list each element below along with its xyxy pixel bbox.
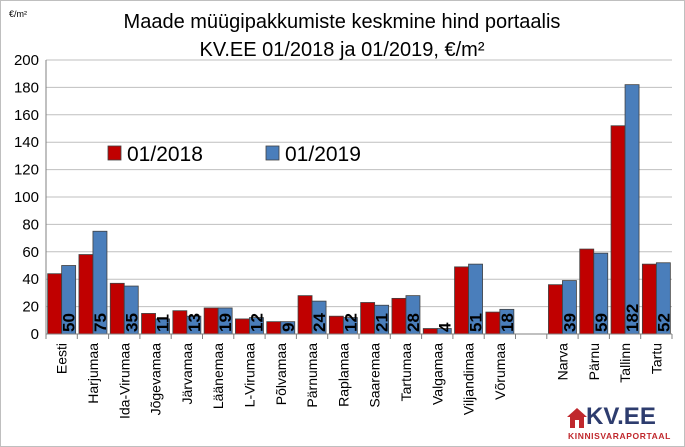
x-tick-label: Läänemaa <box>210 343 226 409</box>
chart-title-line2: KV.EE 01/2018 ja 01/2019, €/m² <box>199 39 484 61</box>
data-label: 9 <box>279 323 298 332</box>
x-tick-label: Pärnumaa <box>304 343 320 408</box>
data-label: 21 <box>373 313 392 332</box>
x-tick-label: Saaremaa <box>367 343 383 408</box>
house-icon <box>567 408 587 428</box>
x-tick-label: Valgamaa <box>429 343 445 405</box>
legend-label: 01/2018 <box>127 143 203 166</box>
x-tick-label: Narva <box>554 343 570 381</box>
chart-title-line1: Maade müügipakkumiste keskmine hind port… <box>124 11 561 33</box>
data-label: 19 <box>216 313 235 332</box>
y-tick-label: 140 <box>14 134 39 151</box>
x-tick-label: Võrumaa <box>492 343 508 400</box>
data-label: 182 <box>623 304 642 332</box>
y-tick-label: 20 <box>22 299 39 316</box>
y-tick-label: 80 <box>22 216 39 233</box>
legend-swatch <box>107 145 122 161</box>
data-label: 4 <box>435 322 454 332</box>
y-tick-label: 40 <box>22 271 39 288</box>
x-tick-label: Järvamaa <box>179 343 195 405</box>
legend-label: 01/2019 <box>285 143 361 166</box>
y-tick-label: 180 <box>14 79 39 96</box>
x-tick-label: Tartumaa <box>398 343 414 402</box>
logo-wordmark: KV.EE <box>586 403 656 430</box>
data-label: 35 <box>122 313 141 332</box>
legend-swatch <box>265 145 280 161</box>
bars <box>47 84 671 335</box>
data-label: 24 <box>310 313 329 332</box>
x-tick-labels: Eesti Harjumaa Ida-Virumaa Jõgevamaa Järvama… <box>54 343 665 419</box>
y-tick-label: 200 <box>14 52 39 69</box>
axes <box>45 60 673 339</box>
y-tick-label: 60 <box>22 244 39 261</box>
y-tick-label: 120 <box>14 162 39 179</box>
y-tick-label: 100 <box>14 189 39 206</box>
data-label: 28 <box>404 313 423 332</box>
bar-2019 <box>624 84 640 335</box>
data-label: 51 <box>467 313 486 332</box>
data-label: 52 <box>654 313 673 332</box>
x-tick-label: Pärnu <box>586 343 602 380</box>
x-tick-label: Põlvamaa <box>273 343 289 405</box>
x-tick-label: Eesti <box>54 343 70 374</box>
x-tick-label: Harjumaa <box>85 343 101 404</box>
data-label: 59 <box>592 313 611 332</box>
data-label: 12 <box>341 313 360 332</box>
data-label: 50 <box>60 313 79 332</box>
x-tick-label: Tartu <box>648 343 664 374</box>
logo-tagline: KINNISVARAPORTAAL <box>568 431 671 441</box>
data-label: 11 <box>154 314 173 332</box>
x-tick-label: Ida-Virumaa <box>116 343 132 419</box>
y-tick-label: 160 <box>14 107 39 124</box>
x-tick-label: L-Virumaa <box>241 343 257 408</box>
data-label: 12 <box>247 313 266 332</box>
y-tick-labels: 0 20 40 60 80 100 120 140 160 180 200 <box>14 52 39 343</box>
data-label: 75 <box>91 313 110 332</box>
data-label: 39 <box>560 313 579 332</box>
x-tick-label: Jõgevamaa <box>148 343 164 416</box>
y-axis-unit: €/m² <box>9 9 27 19</box>
kv-ee-logo: KV.EE KINNISVARAPORTAAL <box>566 403 682 445</box>
data-labels: 50 75 35 11 13 19 12 9 24 12 21 28 4 51 18 39 59 182 52 <box>60 304 674 332</box>
data-label: 13 <box>185 313 204 332</box>
x-tick-label: Raplamaa <box>335 343 351 407</box>
legend: 01/2018 01/2019 <box>107 143 361 166</box>
bar-2018 <box>610 125 626 335</box>
x-tick-label: Tallinn <box>617 343 633 383</box>
y-tick-label: 0 <box>31 326 39 343</box>
data-label: 18 <box>498 313 517 332</box>
x-tick-label: Viljandimaa <box>461 343 477 415</box>
